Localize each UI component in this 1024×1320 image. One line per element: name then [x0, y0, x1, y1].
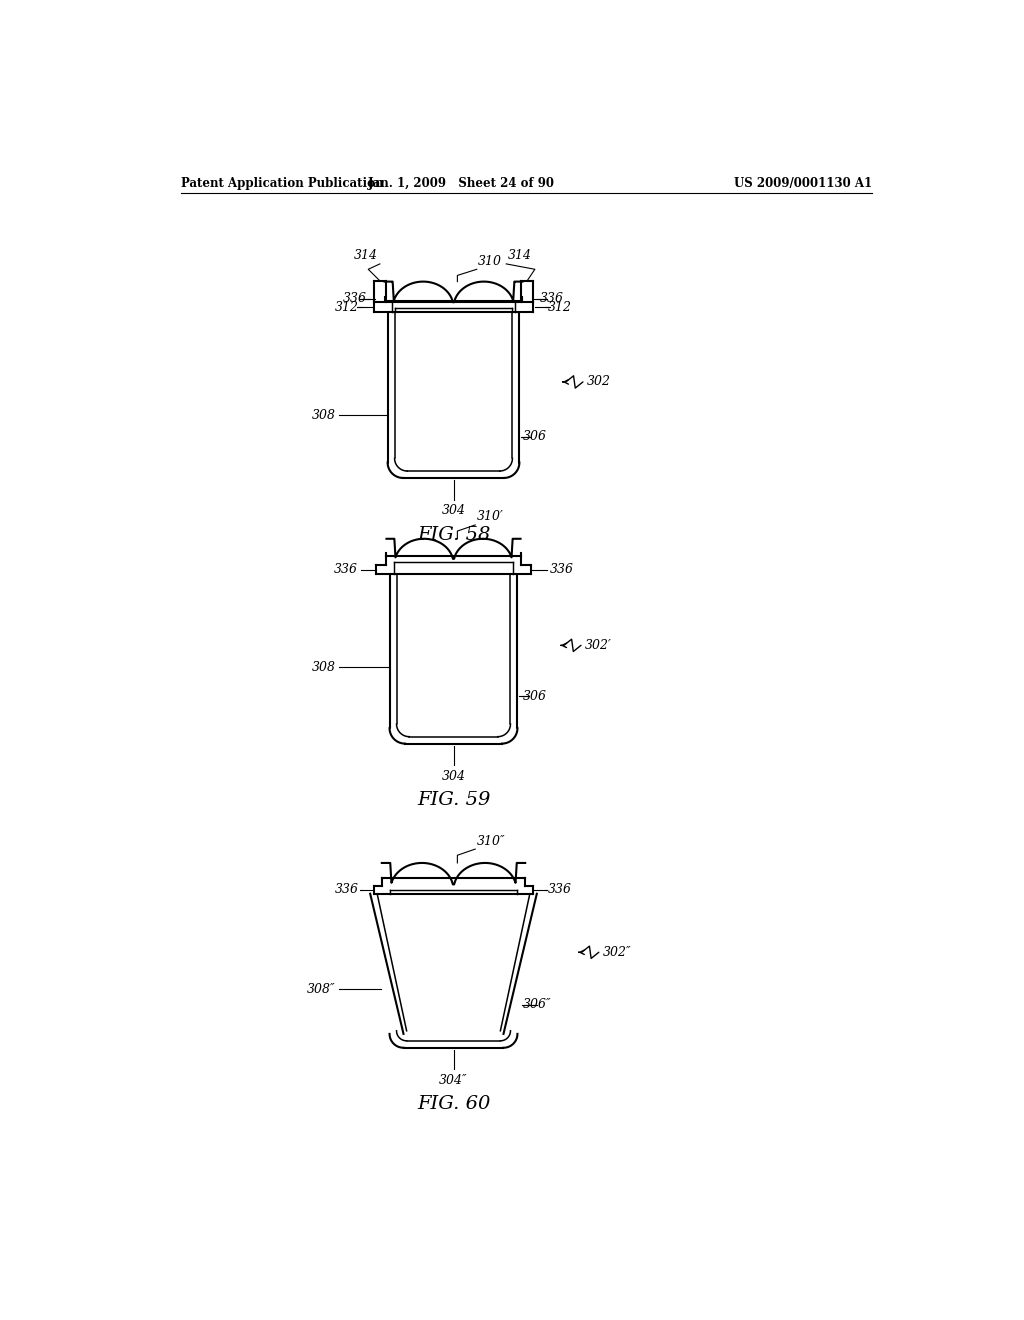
Text: 336: 336 — [343, 292, 367, 305]
Text: 304: 304 — [441, 504, 466, 517]
Text: 312: 312 — [548, 301, 572, 314]
Text: Jan. 1, 2009   Sheet 24 of 90: Jan. 1, 2009 Sheet 24 of 90 — [368, 177, 555, 190]
Text: 306: 306 — [523, 689, 547, 702]
Text: 306″: 306″ — [523, 998, 552, 1011]
Text: US 2009/0001130 A1: US 2009/0001130 A1 — [734, 177, 872, 190]
Text: 310″: 310″ — [477, 834, 506, 847]
Text: 336: 336 — [548, 883, 572, 896]
Text: 302″: 302″ — [603, 945, 632, 958]
Text: 308″: 308″ — [307, 982, 336, 995]
Text: 310: 310 — [478, 255, 503, 268]
Text: 302′: 302′ — [585, 639, 611, 652]
Text: 314: 314 — [353, 249, 378, 263]
Text: 308: 308 — [311, 409, 336, 421]
Text: 336: 336 — [335, 883, 359, 896]
Text: 302: 302 — [587, 375, 610, 388]
Text: 336: 336 — [334, 564, 357, 576]
Text: 336: 336 — [541, 292, 564, 305]
Text: 304: 304 — [441, 770, 466, 783]
Text: 336: 336 — [550, 564, 573, 576]
Text: 310′: 310′ — [477, 511, 504, 524]
Text: 306: 306 — [523, 430, 547, 444]
Text: Patent Application Publication: Patent Application Publication — [180, 177, 383, 190]
Text: 314: 314 — [508, 249, 531, 263]
Text: 308: 308 — [311, 661, 336, 675]
Text: 312: 312 — [335, 301, 359, 314]
Text: FIG. 59: FIG. 59 — [417, 792, 490, 809]
Text: 304″: 304″ — [439, 1074, 468, 1086]
Text: FIG. 60: FIG. 60 — [417, 1096, 490, 1114]
Text: FIG. 58: FIG. 58 — [417, 525, 490, 544]
